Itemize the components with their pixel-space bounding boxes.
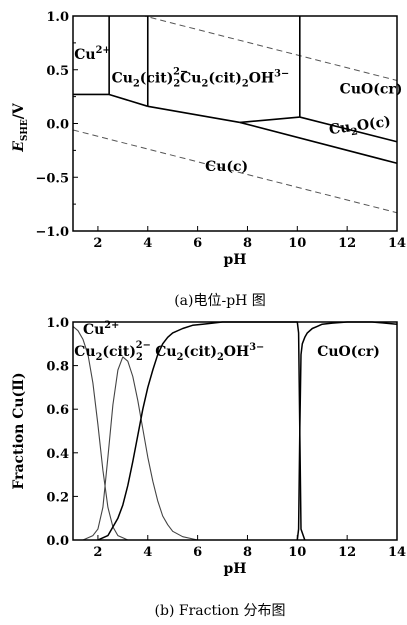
x-axis-label-a: pH: [223, 252, 246, 268]
x-tick-label-a-2: 6: [193, 236, 202, 251]
x-tick-label-a-1: 4: [143, 236, 152, 251]
x-tick-label-b-4: 10: [288, 545, 306, 560]
plot-frame-b: [72, 321, 398, 541]
boundary-line-7: [299, 116, 398, 143]
y-tick-label-a-3: −0.5: [35, 171, 69, 186]
series-line-1: [73, 356, 208, 540]
x-tick-label-b-0: 2: [93, 545, 102, 560]
y-tick-label-a-4: −1.0: [35, 225, 69, 240]
x-tick-label-b-6: 14: [388, 545, 406, 560]
region-label-0: Cu2+: [74, 45, 110, 63]
y-tick-label-a-0: 1.0: [46, 10, 69, 25]
x-tick-label-b-1: 4: [143, 545, 152, 560]
x-tick-label-b-2: 6: [193, 545, 202, 560]
series-label-0: Cu2+: [83, 320, 119, 338]
x-tick-label-a-6: 14: [388, 236, 406, 251]
x-tick-label-a-5: 12: [338, 236, 356, 251]
region-label-3: CuO(cr): [340, 81, 403, 97]
series-label-2: Cu2(cit)2OH3−: [155, 342, 264, 363]
y-axis-label-a: ESHE/V: [11, 102, 30, 153]
x-tick-label-a-0: 2: [93, 236, 102, 251]
y-tick-label-a-2: 0.0: [46, 118, 69, 133]
series-line-0: [73, 325, 148, 540]
y-tick-label-b-2: 0.4: [46, 447, 69, 462]
water-line-1: [73, 129, 397, 214]
x-axis-label-b: pH: [223, 561, 246, 577]
pourbaix-diagram: 2 4 6 8 10 12 141.00.50.0−0.5−1.0pHESHE/VCu2+C…: [11, 10, 406, 268]
y-tick-label-b-1: 0.2: [46, 490, 69, 505]
caption-a: (a)电位-pH 图: [174, 293, 266, 309]
fraction-distribution-chart: 2 4 6 8 10 12 14 0.0 0.2 0.4 0.6 0.8 1.0 pH Fraction C…: [11, 316, 406, 577]
x-tick-label-a-4: 10: [288, 236, 306, 251]
region-label-5: Cu(c): [205, 159, 248, 175]
y-tick-label-b-3: 0.6: [46, 403, 69, 418]
y-tick-label-b-4: 0.8: [46, 360, 69, 375]
boundary-line-4: [108, 93, 149, 108]
water-line-0: [142, 16, 397, 81]
y-tick-label-b-0: 0.0: [46, 534, 69, 549]
y-axis-label-b: Fraction Cu(Ⅱ): [11, 372, 27, 489]
region-label-1: Cu2(cit)22−: [112, 67, 189, 90]
boundary-line-8: [239, 121, 398, 165]
x-tick-label-a-3: 8: [243, 236, 252, 251]
y-tick-label-a-1: 0.5: [46, 64, 69, 79]
series-label-1: Cu2(cit)22−: [74, 340, 151, 363]
x-tick-label-b-3: 8: [243, 545, 252, 560]
series-label-3: CuO(cr): [317, 344, 380, 360]
region-label-4: Cu2O(c): [328, 114, 392, 141]
boundary-line-6: [239, 116, 300, 124]
boundary-line-5: [147, 105, 241, 124]
caption-b: (b) Fraction 分布图: [155, 603, 286, 619]
y-tick-label-b-5: 1.0: [46, 316, 69, 331]
region-label-2: Cu2(cit)2OH3−: [180, 69, 289, 90]
x-tick-label-b-5: 12: [338, 545, 356, 560]
